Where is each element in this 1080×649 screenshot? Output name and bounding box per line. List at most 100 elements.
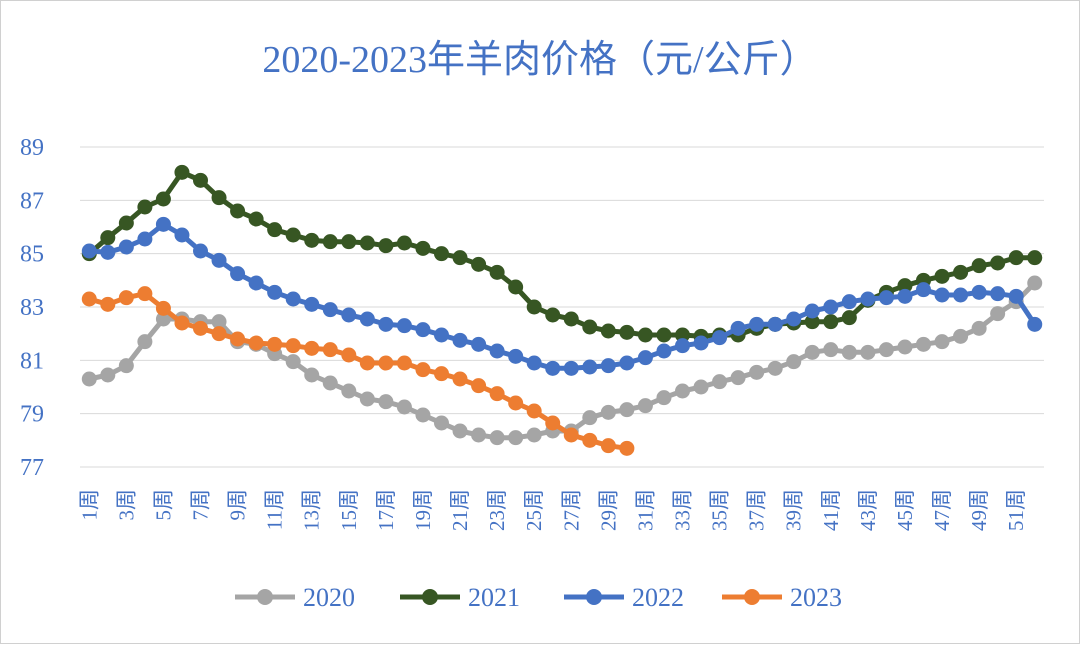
data-point — [155, 191, 171, 207]
data-point — [730, 370, 746, 386]
data-point — [452, 371, 468, 387]
data-point — [285, 338, 301, 354]
data-point — [248, 275, 264, 291]
data-point — [341, 234, 357, 250]
data-point — [434, 366, 449, 382]
data-point — [526, 299, 542, 315]
data-point — [841, 344, 857, 360]
data-point — [971, 258, 987, 274]
data-point — [415, 362, 431, 378]
data-point — [211, 190, 227, 206]
data-point — [1027, 250, 1043, 266]
x-tick-label: 35周 — [708, 489, 732, 531]
x-tick-label: 49周 — [967, 489, 991, 531]
legend-label: 2023 — [790, 583, 842, 612]
data-point — [656, 390, 672, 406]
data-point — [174, 315, 190, 331]
data-point — [508, 279, 524, 295]
data-point — [471, 256, 487, 272]
data-point — [118, 290, 134, 306]
data-point — [489, 430, 505, 446]
x-tick-label: 51周 — [1004, 489, 1028, 531]
data-point — [860, 344, 876, 360]
data-point — [137, 334, 153, 350]
data-point — [619, 440, 635, 456]
x-tick-label: 37周 — [745, 489, 769, 531]
data-point — [341, 347, 357, 363]
data-point — [434, 246, 449, 262]
data-point — [990, 255, 1006, 271]
data-point — [489, 264, 505, 280]
data-point — [304, 367, 320, 383]
x-tick-label: 13周 — [300, 489, 324, 531]
data-point — [916, 336, 931, 352]
data-point — [359, 391, 375, 407]
legend-marker — [422, 589, 438, 605]
data-point — [637, 327, 653, 343]
data-point — [712, 374, 728, 390]
data-point — [675, 383, 690, 399]
data-point — [471, 336, 487, 352]
data-point — [619, 324, 635, 340]
series-layer — [81, 164, 1043, 456]
data-point — [230, 203, 246, 219]
data-point — [804, 303, 820, 319]
data-point — [934, 287, 950, 303]
data-point — [971, 320, 987, 336]
legend-item-2021: 2021 — [400, 583, 520, 612]
data-point — [897, 278, 913, 294]
data-point — [304, 296, 320, 312]
data-point — [823, 314, 839, 330]
legend-label: 2022 — [632, 583, 684, 612]
y-tick-label: 87 — [20, 188, 44, 214]
y-axis-ticks: 77 79 81 83 85 87 89 — [20, 135, 44, 481]
legend-marker — [257, 589, 273, 605]
data-point — [396, 235, 412, 251]
data-point — [359, 311, 375, 327]
x-tick-label: 19周 — [411, 489, 435, 531]
data-point — [396, 399, 412, 415]
data-point — [248, 335, 264, 351]
data-point — [971, 284, 987, 300]
data-point — [749, 364, 765, 380]
data-point — [155, 311, 171, 327]
data-point — [118, 358, 134, 374]
data-point — [804, 314, 820, 330]
x-tick-label: 11周 — [263, 489, 287, 530]
x-tick-label: 41周 — [819, 489, 843, 531]
data-point — [786, 311, 802, 327]
data-point — [693, 335, 709, 351]
data-point — [471, 378, 487, 394]
data-point — [193, 320, 208, 336]
data-point — [953, 287, 969, 303]
data-point — [582, 432, 598, 448]
data-point — [953, 264, 969, 280]
data-point — [545, 415, 561, 431]
data-point — [841, 294, 857, 310]
data-point — [415, 322, 431, 338]
data-point — [526, 355, 542, 371]
data-point — [1008, 250, 1024, 266]
data-point — [267, 222, 283, 238]
data-point — [897, 288, 913, 304]
data-point — [508, 430, 524, 446]
data-point — [100, 367, 116, 383]
data-point — [767, 316, 783, 332]
data-point — [730, 320, 746, 336]
legend-item-2020: 2020 — [235, 583, 355, 612]
data-point — [285, 354, 301, 370]
x-tick-label: 5周 — [151, 489, 175, 521]
data-point — [749, 316, 765, 332]
data-point — [600, 358, 616, 374]
data-point — [100, 296, 116, 312]
data-point — [155, 300, 171, 316]
data-point — [415, 407, 431, 423]
legend-label: 2021 — [468, 583, 520, 612]
data-point — [341, 307, 357, 323]
legend-marker — [586, 589, 602, 605]
data-point — [100, 244, 116, 260]
chart-title: 2020-2023年羊肉价格（元/公斤） — [262, 39, 817, 81]
data-point — [508, 348, 524, 364]
data-point — [508, 395, 524, 411]
data-point — [230, 266, 246, 282]
